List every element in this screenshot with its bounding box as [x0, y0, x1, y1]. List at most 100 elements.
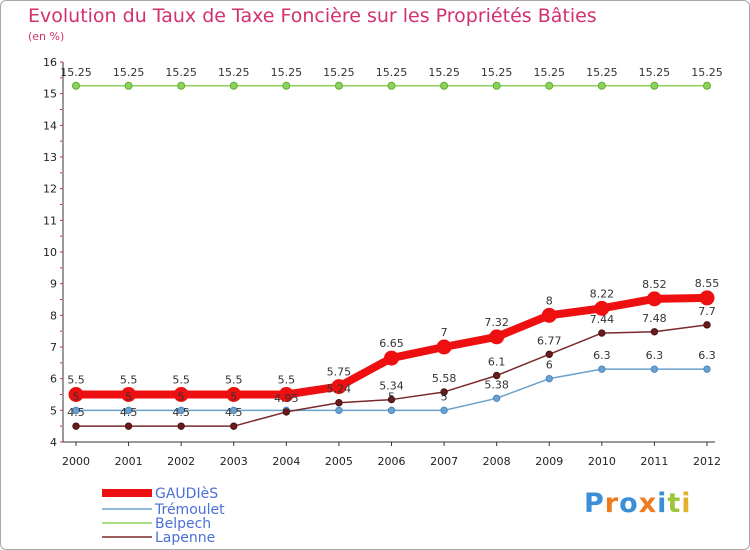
data-label: 5.24	[327, 383, 352, 396]
x-tick-label: 2009	[535, 455, 563, 468]
data-point	[282, 408, 291, 416]
data-label: 15.25	[165, 66, 197, 79]
data-point	[387, 81, 396, 90]
legend-label: GAUDIèS	[155, 486, 218, 502]
data-point	[72, 422, 80, 430]
data-point	[492, 371, 501, 380]
logo-letter: r	[604, 488, 620, 519]
chart-title: Evolution du Taux de Taxe Foncière sur l…	[28, 5, 597, 27]
data-label: 6.77	[537, 334, 562, 347]
data-point	[229, 81, 238, 90]
data-label: 8.22	[590, 287, 615, 300]
data-point	[440, 406, 448, 415]
logo-letter: P	[584, 488, 605, 519]
data-label: 5.5	[120, 374, 138, 387]
data-label: 15.25	[113, 66, 145, 79]
data-point	[121, 387, 137, 402]
data-point	[335, 399, 343, 407]
data-label: 5.34	[379, 380, 404, 393]
data-point	[545, 374, 553, 383]
data-label: 7.48	[642, 312, 667, 325]
data-point	[384, 350, 399, 366]
data-point	[650, 328, 659, 336]
y-tick-label: 14	[43, 119, 57, 132]
data-label: 4.5	[225, 406, 243, 419]
x-tick-label: 2007	[430, 455, 458, 468]
data-point	[646, 291, 662, 307]
proxiti-logo: Proxiti	[584, 488, 692, 519]
legend-label: Lapenne	[155, 530, 215, 546]
x-tick-label: 2011	[640, 455, 668, 468]
data-label: 5.38	[484, 378, 509, 391]
data-label: 15.25	[60, 66, 92, 79]
data-point	[177, 406, 185, 415]
data-label: 4.95	[274, 392, 299, 405]
data-point	[541, 307, 557, 323]
data-label: 15.25	[534, 66, 566, 79]
x-tick-label: 2002	[167, 455, 195, 468]
y-tick-label: 5	[50, 404, 57, 417]
x-tick-label: 2006	[378, 455, 406, 468]
data-point	[177, 422, 185, 430]
data-label: 7.32	[484, 316, 509, 329]
data-point	[334, 81, 343, 90]
data-point	[597, 81, 606, 90]
legend-label: Trémoulet	[154, 502, 225, 518]
data-label: 15.25	[691, 66, 723, 79]
x-tick-label: 2000	[62, 455, 90, 468]
data-point	[387, 406, 396, 415]
data-point	[335, 406, 343, 415]
data-point	[278, 387, 294, 402]
x-tick-label: 2012	[693, 455, 721, 468]
data-point	[230, 406, 238, 415]
logo-letter: x	[638, 488, 658, 519]
y-tick-label: 4	[50, 436, 57, 449]
y-tick-label: 15	[43, 88, 57, 101]
data-label: 5.5	[172, 374, 190, 387]
data-point	[124, 81, 133, 90]
data-label: 8.55	[695, 277, 720, 290]
data-label: 5.5	[278, 374, 296, 387]
data-label: 5.5	[67, 374, 85, 387]
y-tick-label: 7	[50, 341, 57, 354]
data-point	[699, 290, 715, 306]
data-point	[230, 422, 238, 430]
data-point	[440, 81, 449, 90]
data-label: 15.25	[218, 66, 250, 79]
data-point	[282, 81, 291, 90]
data-point	[68, 387, 84, 402]
data-label: 8	[546, 294, 553, 307]
x-tick-label: 2004	[272, 455, 300, 468]
y-tick-label: 9	[50, 278, 57, 291]
data-point	[331, 379, 347, 395]
data-point	[492, 81, 501, 90]
data-point	[177, 81, 186, 90]
data-label: 6.3	[698, 349, 716, 362]
data-point	[72, 81, 80, 90]
data-label: 7	[441, 326, 448, 339]
data-point	[545, 81, 554, 90]
data-label: 4.5	[172, 406, 190, 419]
legend-label: Belpech	[155, 516, 211, 532]
data-point	[124, 422, 133, 430]
data-label: 5	[230, 390, 237, 403]
data-point	[492, 394, 501, 402]
data-label: 5.5	[225, 374, 243, 387]
data-label: 7.7	[698, 305, 716, 318]
data-point	[703, 321, 711, 329]
data-label: 5	[178, 390, 185, 403]
y-tick-label: 16	[43, 56, 57, 69]
data-label: 7.44	[590, 313, 615, 326]
y-tick-label: 8	[50, 309, 57, 322]
data-point	[436, 339, 452, 355]
data-label: 5	[73, 390, 80, 403]
x-tick-label: 2001	[115, 455, 143, 468]
data-label: 6.3	[646, 349, 664, 362]
chart-subtitle: (en %)	[28, 30, 65, 43]
y-tick-label: 12	[43, 183, 57, 196]
data-point	[594, 300, 610, 316]
logo-letter: o	[619, 488, 639, 519]
data-point	[173, 387, 189, 402]
